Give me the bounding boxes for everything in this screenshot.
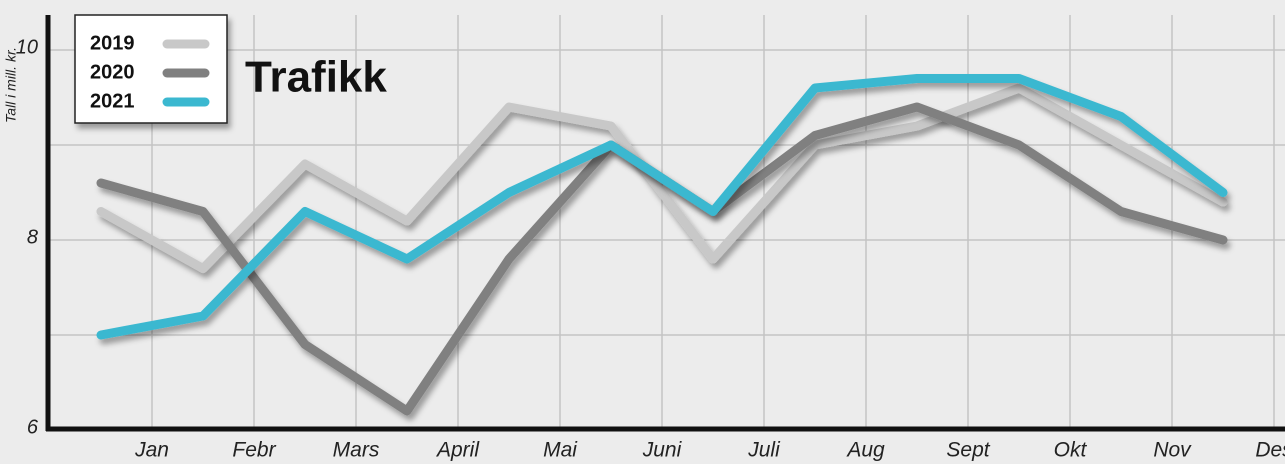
y-tick-label: 10 <box>16 36 38 58</box>
grid <box>48 15 1285 431</box>
x-tick-label: Juni <box>642 439 683 462</box>
x-tick-label: April <box>435 439 480 462</box>
legend: 2019 2020 2021 <box>90 32 210 112</box>
legend-label: 2021 <box>90 90 135 112</box>
x-tick-label: Juli <box>747 439 781 462</box>
series-line <box>96 83 1228 273</box>
x-tick-label: Mars <box>333 439 380 462</box>
x-tick-label: Sept <box>946 439 990 462</box>
y-axis-label: Tall i mill. kr. <box>3 47 19 123</box>
x-tick-label: Mai <box>543 439 578 462</box>
x-tick-label: Des <box>1255 439 1285 462</box>
x-tick-label: Okt <box>1054 439 1088 462</box>
series-line <box>96 74 1228 340</box>
chart-title: Trafikk <box>245 53 387 102</box>
legend-label: 2019 <box>90 32 135 54</box>
x-tick-label: Aug <box>845 439 885 462</box>
x-tick-label: Febr <box>232 439 276 462</box>
lines <box>96 74 1228 416</box>
x-tick-label: Nov <box>1153 439 1192 462</box>
y-tick-label: 6 <box>27 416 39 438</box>
y-tick-label: 8 <box>27 226 38 248</box>
x-tick-label: Jan <box>134 439 169 462</box>
legend-label: 2020 <box>90 61 135 83</box>
